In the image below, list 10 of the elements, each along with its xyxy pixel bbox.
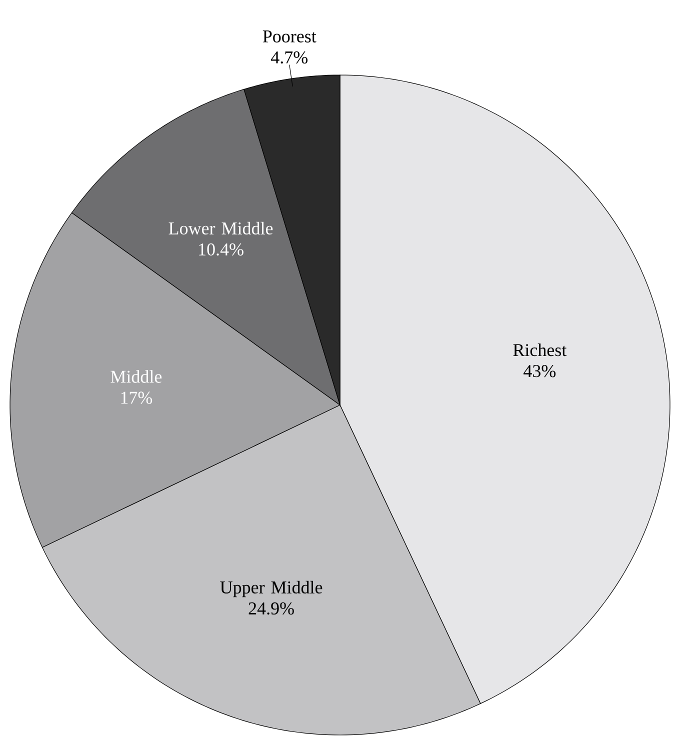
slice-label: Lower Middle <box>168 222 273 235</box>
slice-label: Richest <box>513 344 567 356</box>
slice-label: Poorest <box>262 30 316 42</box>
slice-label: Middle <box>110 370 162 383</box>
data-label: 24.9% <box>248 602 294 615</box>
data-label: 43% <box>524 365 556 378</box>
slice-label: Upper Middle <box>220 580 322 598</box>
data-label: 10.4% <box>199 243 244 256</box>
data-label: 17% <box>121 392 152 404</box>
data-label: 4.7% <box>271 51 308 64</box>
